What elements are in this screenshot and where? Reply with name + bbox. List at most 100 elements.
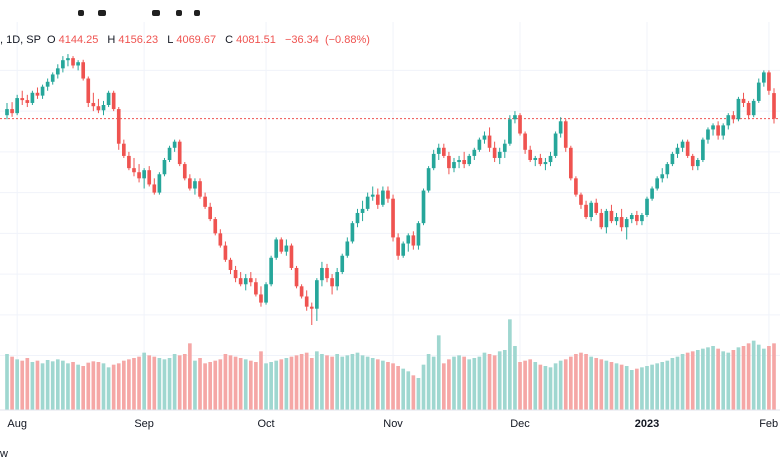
x-axis: Aug Sep Oct Nov Dec 2023 Feb xyxy=(0,409,780,430)
change-value: −36.34 xyxy=(284,34,319,46)
candle-body xyxy=(533,157,538,160)
volume-bar xyxy=(436,335,441,410)
volume-bar xyxy=(482,352,487,410)
volume-bar xyxy=(411,375,416,410)
open-key: O xyxy=(47,34,56,46)
candle-body xyxy=(685,141,690,156)
candle-body xyxy=(736,98,741,120)
candle-body xyxy=(360,208,365,213)
candle-body xyxy=(741,98,746,103)
volume-bar xyxy=(518,362,522,410)
candle-body xyxy=(731,115,736,120)
volume-bar xyxy=(142,352,146,410)
candle-body xyxy=(599,212,604,228)
x-tick-label: Oct xyxy=(257,418,274,430)
candle-body xyxy=(350,223,355,242)
candle-body xyxy=(472,149,477,156)
ohlc-legend: , 1D, SP O 4144.25 H 4156.23 L 4069.67 C 408… xyxy=(0,34,373,46)
volume-bar xyxy=(624,366,629,410)
volume-bar xyxy=(695,350,700,410)
candle-body xyxy=(624,219,629,228)
volume-bar xyxy=(91,361,96,410)
volume-bar xyxy=(269,362,273,410)
volume-bar xyxy=(188,343,192,410)
candle-body xyxy=(650,188,654,199)
x-tick-label: Nov xyxy=(383,418,403,430)
candle-body xyxy=(523,133,527,150)
volume-bar xyxy=(609,362,614,410)
candle-body xyxy=(259,294,263,303)
candle-body xyxy=(538,157,543,165)
candle-body xyxy=(309,306,314,309)
volume-bar xyxy=(264,363,268,410)
candle-body xyxy=(10,109,14,114)
candle-body xyxy=(269,257,273,285)
candle-body xyxy=(284,245,289,252)
volume-bar xyxy=(335,354,339,410)
volume-bar xyxy=(772,343,776,410)
candle-body xyxy=(121,143,126,156)
candle-body xyxy=(558,121,563,134)
volume-bar xyxy=(670,358,675,410)
volume-bar xyxy=(746,343,751,410)
volume-bar xyxy=(416,378,421,410)
candle-body xyxy=(508,119,512,144)
volume-bar xyxy=(5,354,9,410)
volume-bar xyxy=(309,358,314,410)
volume-bar xyxy=(66,363,70,410)
volume-bar xyxy=(721,351,726,410)
volume-bar xyxy=(442,363,446,410)
candle-body xyxy=(416,223,421,246)
candle-body xyxy=(15,98,19,114)
volume-bar xyxy=(563,359,568,410)
candle-body xyxy=(238,278,243,285)
candle-body xyxy=(584,204,588,218)
volume-bar xyxy=(208,362,213,410)
volume-bar xyxy=(447,359,451,410)
volume-bar xyxy=(193,360,197,410)
volume-bar xyxy=(548,367,553,410)
volume-bar xyxy=(685,352,690,410)
volume-bar xyxy=(127,359,131,410)
candle-body xyxy=(304,296,309,307)
volume-bar xyxy=(71,362,75,410)
chart-grid xyxy=(0,22,780,410)
volume-bar xyxy=(294,355,299,410)
volume-bar xyxy=(365,356,370,410)
volume-bar xyxy=(50,361,55,410)
price-candles xyxy=(5,54,776,325)
volume-bar xyxy=(45,360,50,410)
volume-bar xyxy=(604,360,609,410)
volume-bar xyxy=(431,356,436,410)
candle-body xyxy=(375,194,380,205)
candle-body xyxy=(574,178,578,195)
candle-body xyxy=(568,147,573,179)
candle-body xyxy=(218,233,223,246)
volume-bar xyxy=(30,362,35,410)
volume-bar xyxy=(655,363,660,410)
candle-body xyxy=(101,105,106,111)
volume-bar xyxy=(553,363,558,410)
volume-bar xyxy=(406,371,411,410)
volume-bar xyxy=(492,355,497,410)
candle-body xyxy=(482,135,487,140)
candle-body xyxy=(355,212,360,224)
volume-bars xyxy=(5,319,776,410)
candle-body xyxy=(20,98,25,101)
candle-body xyxy=(442,147,446,156)
volume-bar xyxy=(248,360,253,410)
volume-bar xyxy=(599,359,604,410)
candle-body xyxy=(264,284,268,303)
candle-body xyxy=(406,235,411,244)
volume-bar xyxy=(421,364,426,410)
volume-bar xyxy=(533,362,538,410)
candle-body xyxy=(223,245,228,260)
candle-body xyxy=(188,178,192,189)
volume-bar xyxy=(731,350,736,410)
volume-bar xyxy=(370,358,375,410)
volume-bar xyxy=(218,359,223,410)
candle-body xyxy=(345,241,350,256)
candle-body xyxy=(645,198,649,215)
candle-body xyxy=(589,202,593,218)
